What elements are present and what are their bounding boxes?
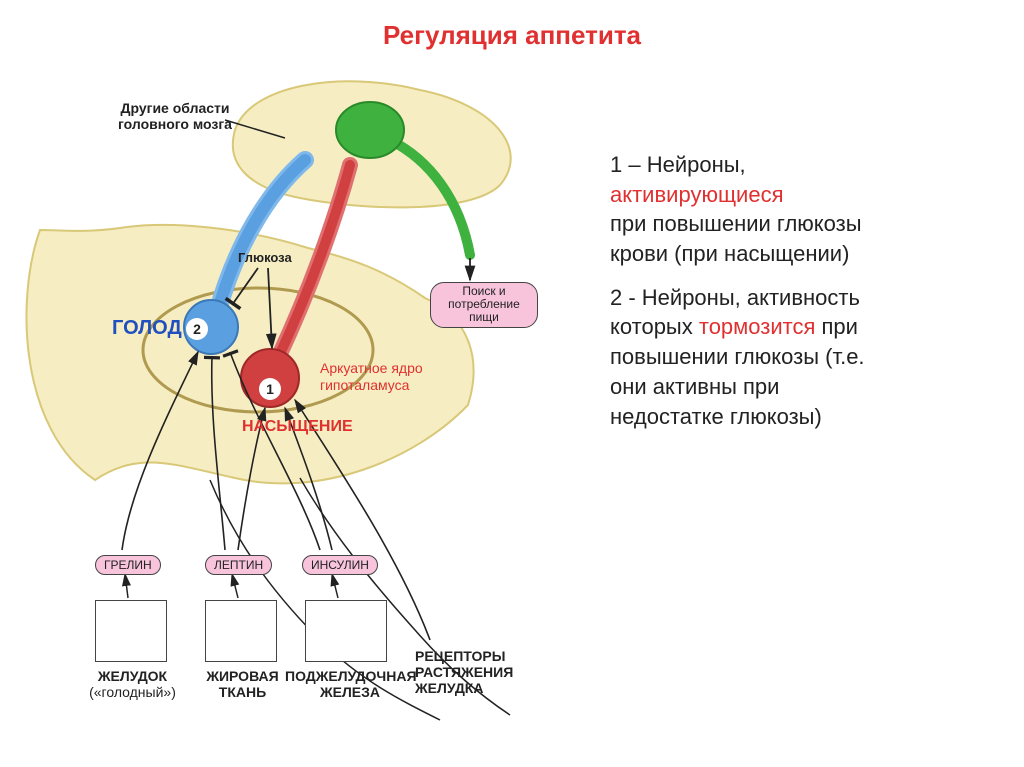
label-hunger: ГОЛОД	[112, 317, 182, 340]
label-satiety: НАСЫЩЕНИЕ	[242, 418, 353, 436]
box-stomach	[95, 600, 167, 662]
arrow-adipose-leptin	[232, 574, 238, 598]
label-adipose: ЖИРОВАЯ ТКАНЬ	[195, 668, 290, 700]
diagram-canvas: Регуляция аппетита 1 – Нейроны, активиру…	[0, 0, 1024, 767]
box-adipose	[205, 600, 277, 662]
label-stomach: ЖЕЛУДОК («голодный»)	[85, 668, 180, 700]
green-neuron-body	[336, 102, 404, 158]
label-glucose: Глюкоза	[238, 250, 292, 265]
label-arcuate: Аркуатное ядро гипоталамуса	[320, 360, 423, 394]
pill-insulin: ИНСУЛИН	[302, 555, 378, 575]
neuron-1-marker: 1	[259, 378, 281, 400]
neuron-2-marker: 2	[186, 318, 208, 340]
pill-ghrelin: ГРЕЛИН	[95, 555, 161, 575]
pill-food-search: Поиск и потребление пищи	[430, 282, 538, 328]
arrow-pancreas-insulin	[332, 574, 338, 598]
box-pancreas	[305, 600, 387, 662]
label-pancreas: ПОДЖЕЛУДОЧНАЯ ЖЕЛЕЗА	[285, 668, 415, 700]
label-brain-other: Другие области головного мозга	[110, 100, 240, 132]
label-stretch: РЕЦЕПТОРЫ РАСТЯЖЕНИЯ ЖЕЛУДКА	[415, 648, 525, 696]
arrow-stomach-ghrelin	[125, 574, 128, 598]
pill-leptin: ЛЕПТИН	[205, 555, 272, 575]
